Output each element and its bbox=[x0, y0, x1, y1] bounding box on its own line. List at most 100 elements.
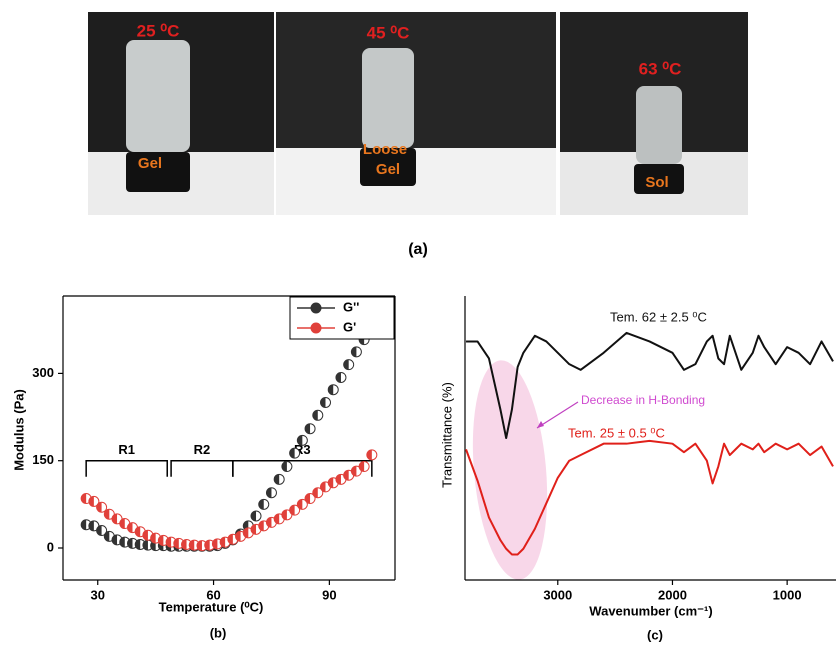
marker-half bbox=[81, 493, 87, 504]
marker-half bbox=[343, 470, 349, 481]
marker-half bbox=[312, 487, 318, 498]
marker-half bbox=[112, 534, 118, 545]
marker bbox=[343, 359, 355, 371]
marker-half bbox=[196, 540, 202, 551]
marker-half bbox=[251, 510, 257, 521]
region-bracket bbox=[232, 459, 373, 477]
marker bbox=[96, 525, 108, 537]
marker-half bbox=[243, 527, 249, 538]
vial bbox=[126, 40, 190, 152]
marker bbox=[335, 371, 347, 383]
vial bbox=[636, 86, 682, 164]
legend-marker bbox=[310, 302, 322, 314]
marker-half bbox=[266, 517, 272, 528]
marker bbox=[304, 423, 316, 435]
marker-half bbox=[96, 502, 102, 513]
marker-half bbox=[343, 359, 349, 370]
marker-half bbox=[104, 531, 110, 542]
marker-half bbox=[281, 509, 287, 520]
highlight bbox=[472, 360, 548, 580]
marker bbox=[350, 465, 362, 477]
x-tick-label: 90 bbox=[322, 587, 336, 602]
marker-half bbox=[119, 537, 125, 548]
series-label: Tem. 62 ± 2.5 ⁰C bbox=[610, 309, 707, 324]
marker-half bbox=[135, 539, 141, 550]
marker bbox=[134, 526, 146, 538]
vial-cap bbox=[360, 148, 416, 186]
marker-half bbox=[328, 384, 334, 395]
marker-half bbox=[235, 531, 241, 542]
marker-half bbox=[297, 435, 303, 446]
marker-half bbox=[335, 372, 341, 383]
y-tick-label: 150 bbox=[32, 452, 54, 467]
marker-half bbox=[305, 493, 311, 504]
y-tick-label: 300 bbox=[32, 365, 54, 380]
vial-cap bbox=[634, 164, 684, 194]
x-tick-label: 30 bbox=[91, 587, 105, 602]
y-axis-label: Modulus (Pa) bbox=[11, 389, 26, 471]
marker-half bbox=[142, 540, 148, 551]
marker bbox=[350, 346, 362, 358]
panel-label: (a) bbox=[408, 241, 428, 258]
marker-half bbox=[266, 487, 272, 498]
spectrum bbox=[466, 331, 834, 439]
marker-half bbox=[227, 534, 233, 545]
x-axis-label: Wavenumber (cm⁻¹) bbox=[589, 603, 712, 618]
marker-half bbox=[166, 537, 172, 548]
marker-half bbox=[320, 397, 326, 408]
arrowhead bbox=[537, 421, 544, 428]
vial bbox=[362, 48, 414, 148]
marker-half bbox=[88, 496, 94, 507]
marker bbox=[88, 495, 100, 507]
marker-half bbox=[189, 540, 195, 551]
y-axis-label: Transmittance (%) bbox=[439, 382, 454, 488]
marker-half bbox=[220, 537, 226, 548]
region-label: R1 bbox=[118, 442, 135, 457]
region-bracket bbox=[170, 459, 234, 477]
temperature: 45 ⁰C bbox=[367, 23, 410, 42]
marker bbox=[296, 498, 308, 510]
marker bbox=[96, 501, 108, 513]
marker bbox=[235, 530, 247, 542]
marker-half bbox=[312, 410, 318, 421]
temperature: 63 ⁰C bbox=[639, 59, 682, 78]
y-tick-label: 0 bbox=[47, 539, 54, 554]
marker-half bbox=[274, 474, 280, 485]
legend-marker bbox=[310, 322, 322, 334]
marker bbox=[296, 434, 308, 446]
marker bbox=[327, 384, 339, 396]
marker bbox=[304, 493, 316, 505]
series-label: Tem. 25 ± 0.5 ⁰C bbox=[568, 425, 665, 440]
legend-label: G' bbox=[343, 319, 356, 334]
spectrum bbox=[465, 439, 834, 556]
marker-half bbox=[88, 520, 94, 531]
marker bbox=[289, 447, 301, 459]
marker-half bbox=[258, 499, 264, 510]
temperature: 25 ⁰C bbox=[137, 21, 180, 40]
region-label: R2 bbox=[194, 442, 211, 457]
marker-half bbox=[181, 539, 187, 550]
marker bbox=[103, 508, 115, 520]
photo-bg bbox=[276, 12, 556, 148]
marker-half bbox=[112, 513, 118, 524]
marker-half bbox=[366, 449, 372, 460]
marker bbox=[265, 487, 277, 499]
panel-label: (b) bbox=[210, 625, 227, 640]
marker-half bbox=[297, 499, 303, 510]
marker-half bbox=[104, 509, 110, 520]
marker-half bbox=[173, 538, 179, 549]
state: Gel bbox=[138, 155, 162, 172]
x-tick-label: 60 bbox=[206, 587, 220, 602]
arrow bbox=[536, 401, 579, 429]
marker-half bbox=[212, 538, 218, 549]
x-tick-label: 1000 bbox=[773, 587, 802, 602]
marker-half bbox=[142, 530, 148, 541]
x-tick-label: 2000 bbox=[658, 587, 687, 602]
marker-half bbox=[351, 346, 357, 357]
state: Sol bbox=[645, 174, 668, 191]
marker bbox=[312, 409, 324, 421]
marker-half bbox=[335, 474, 341, 485]
marker-half bbox=[320, 481, 326, 492]
marker-half bbox=[258, 520, 264, 531]
